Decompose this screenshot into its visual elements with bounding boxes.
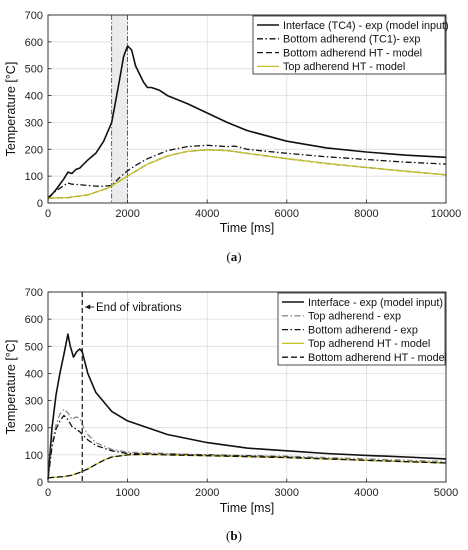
x-tick-label: 0 <box>45 208 51 220</box>
x-tick-label: 3000 <box>275 487 299 499</box>
y-tick-label: 100 <box>25 450 43 462</box>
y-tick-label: 700 <box>25 287 43 299</box>
series-line-5 <box>47 453 447 479</box>
series-line-3 <box>47 414 447 480</box>
y-tick-label: 200 <box>25 423 43 435</box>
tick-labels-b: 0 1000 2000 3000 4000 5000 0 100 200 300 400 500 600… <box>25 287 459 499</box>
legend-label: Bottom adherend HT - model <box>308 352 447 364</box>
legend-label: Interface (TC4) - exp (model input) <box>283 20 449 32</box>
x-axis-label-b: Time [ms] <box>220 501 274 515</box>
y-tick-label: 600 <box>25 37 43 49</box>
legend-label: Top adherend HT - model <box>308 338 430 350</box>
x-tick-label: 4000 <box>195 208 219 220</box>
y-tick-label: 0 <box>37 477 43 489</box>
legend-label: Top adherend - exp <box>308 311 401 323</box>
legend-label: Bottom adherend HT - model <box>283 47 422 59</box>
legend-label: Top adherend HT - model <box>283 61 405 73</box>
chart-panel-b: 0 1000 2000 3000 4000 5000 0 100 200 300 400 500 600… <box>4 287 458 543</box>
x-tick-label: 1000 <box>115 487 139 499</box>
legend-box-b <box>277 292 446 366</box>
y-tick-label: 400 <box>25 91 43 103</box>
legend-b: Interface - exp (model input) Top adheren… <box>277 292 447 366</box>
y-tick-label: 500 <box>25 341 43 353</box>
tick-labels-a: 0 2000 4000 6000 8000 10000 0 100 200 300 400 500 60… <box>25 10 462 220</box>
series-line-2 <box>47 144 447 199</box>
y-tick-label: 0 <box>37 198 43 210</box>
legend-label: Bottom adherend - exp <box>308 324 418 336</box>
y-tick-label: 100 <box>25 171 43 183</box>
y-tick-label: 200 <box>25 144 43 156</box>
x-tick-label: 6000 <box>275 208 299 220</box>
plot-border-a <box>47 14 447 204</box>
y-tick-label: 500 <box>25 64 43 76</box>
x-tick-label: 0 <box>45 487 51 499</box>
annotation-arrowhead <box>85 304 91 310</box>
y-axis-label-a: Temperature [°C] <box>4 62 18 157</box>
chart-panel-a: 0 2000 4000 6000 8000 10000 0 100 200 300 400 500 60… <box>4 10 461 264</box>
y-tick-label: 600 <box>25 314 43 326</box>
series-line-2 <box>47 408 447 480</box>
x-tick-label: 5000 <box>434 487 458 499</box>
shaded-region <box>111 15 128 203</box>
series-line-1 <box>47 45 447 200</box>
caption-a: (a) <box>226 249 241 264</box>
x-axis-label-a: Time [ms] <box>220 221 274 235</box>
caption-b: (b) <box>226 528 242 543</box>
legend-label: Bottom adherend (TC1)- exp <box>283 34 420 46</box>
end-of-vibrations-annotation: End of vibrations <box>81 292 182 482</box>
annotation-text-b: End of vibrations <box>96 302 182 314</box>
x-tick-label: 2000 <box>115 208 139 220</box>
y-tick-label: 400 <box>25 368 43 380</box>
caption-b-letter: b <box>230 528 237 543</box>
x-tick-label: 8000 <box>354 208 378 220</box>
series-lines-a <box>47 45 447 200</box>
series-line-4 <box>47 149 447 199</box>
y-tick-label: 300 <box>25 396 43 408</box>
x-tick-label: 10000 <box>431 208 462 220</box>
series-line-1 <box>47 333 447 480</box>
legend-label: Interface - exp (model input) <box>308 297 443 309</box>
legend-a: Interface (TC4) - exp (model input) Botto… <box>252 15 449 75</box>
x-tick-label: 4000 <box>354 487 378 499</box>
y-tick-label: 700 <box>25 10 43 22</box>
legend-box-a <box>252 15 446 75</box>
series-lines-b <box>47 333 447 480</box>
x-tick-label: 2000 <box>195 487 219 499</box>
y-axis-label-b: Temperature [°C] <box>4 340 18 435</box>
shaded-interval-a <box>111 15 128 203</box>
plot-border-b <box>47 291 447 483</box>
y-tick-label: 300 <box>25 117 43 129</box>
caption-a-letter: a <box>231 249 238 264</box>
